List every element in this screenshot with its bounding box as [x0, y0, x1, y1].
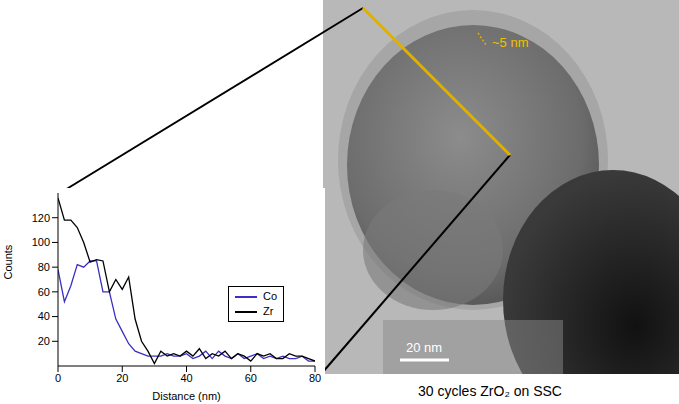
svg-text:30 cycles ZrO₂ on SSC: 30 cycles ZrO₂ on SSC [418, 383, 562, 399]
svg-text:Distance (nm): Distance (nm) [152, 390, 220, 402]
svg-text:60: 60 [245, 372, 257, 384]
svg-text:20 nm: 20 nm [406, 340, 442, 355]
html-text:Co: Co [263, 290, 278, 302]
svg-text:40: 40 [38, 310, 50, 322]
html-text:Zr: Zr [263, 305, 274, 317]
svg-text:80: 80 [309, 372, 321, 384]
svg-text:80: 80 [38, 261, 50, 273]
svg-text:120: 120 [32, 212, 50, 224]
svg-text:20: 20 [116, 372, 128, 384]
svg-text:40: 40 [180, 372, 192, 384]
svg-text:100: 100 [32, 236, 50, 248]
svg-text:60: 60 [38, 286, 50, 298]
svg-text:~5 nm: ~5 nm [492, 35, 529, 50]
svg-text:0: 0 [55, 372, 61, 384]
svg-text:20: 20 [38, 335, 50, 347]
svg-text:Counts: Counts [2, 244, 14, 279]
